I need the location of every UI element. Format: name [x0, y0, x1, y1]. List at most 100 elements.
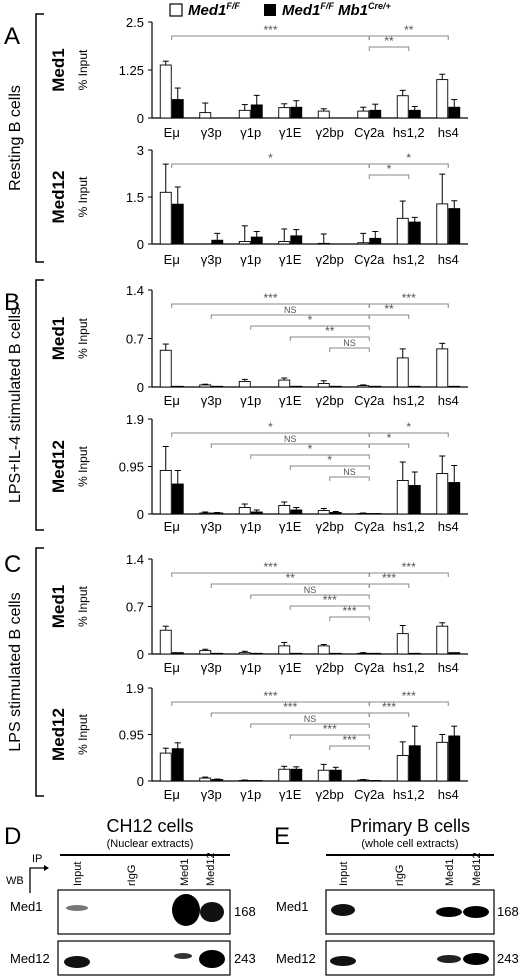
bar-ko — [211, 239, 224, 245]
bar-ctrl — [278, 768, 291, 782]
blot-e-subtitle: (whole cell extracts) — [361, 838, 458, 850]
lane-label: Med12 — [471, 852, 483, 886]
category-label: γ1p — [240, 393, 261, 408]
category-label: Cγ2a — [354, 660, 385, 675]
significance-label: * — [406, 420, 411, 434]
significance-bracket — [250, 723, 370, 728]
protein-label: Med1 — [49, 48, 68, 91]
category-label: γ2bp — [316, 393, 344, 408]
significance-bracket — [250, 325, 370, 330]
category-label: γ1p — [240, 787, 261, 802]
significance-bracket — [368, 46, 410, 51]
y-axis-label: % Input — [76, 176, 90, 217]
y-tick-label: 0 — [137, 111, 144, 126]
bar-ctrl — [238, 652, 251, 655]
category-label: hs1,2 — [393, 519, 425, 534]
bar-ko — [369, 237, 382, 245]
bar-ko — [448, 208, 461, 245]
bar-ko — [329, 652, 342, 655]
bar-ctrl — [396, 217, 409, 245]
bar-ctrl — [357, 385, 370, 388]
panel-letter-d: D — [4, 823, 21, 850]
bar-ctrl — [159, 629, 172, 655]
band — [172, 894, 200, 926]
bar-ko — [329, 512, 342, 515]
legend-swatch-ctrl — [169, 3, 183, 17]
significance-bracket — [250, 454, 370, 459]
bar-ctrl — [278, 379, 291, 388]
protein-label: Med1 — [49, 317, 68, 360]
blot-d-row-label-med12: Med12 — [10, 951, 50, 966]
significance-label: *** — [283, 700, 297, 714]
bar-ko — [369, 652, 382, 655]
y-tick-label: 1.4 — [126, 283, 144, 298]
bar-ctrl — [436, 473, 449, 515]
y-tick-label: 0 — [137, 237, 144, 252]
significance-bracket — [368, 163, 449, 168]
significance-bracket — [329, 616, 370, 621]
category-label: γ2bp — [316, 252, 344, 267]
ip-label: IP — [32, 853, 42, 865]
category-label: γ2bp — [316, 660, 344, 675]
bar-ko — [171, 385, 184, 388]
significance-label: * — [406, 151, 411, 165]
bar-ko — [211, 779, 224, 782]
bar-ko — [171, 652, 184, 655]
panel-letter-b: B — [4, 289, 20, 316]
category-label: γ3p — [201, 660, 222, 675]
y-tick-label: 0 — [137, 774, 144, 789]
bar-ctrl — [159, 191, 172, 245]
y-axis-label: % Input — [76, 49, 90, 90]
bar-ko — [408, 109, 421, 119]
section-bracket-a — [35, 13, 44, 263]
blot-e-mw-243: 243 — [497, 951, 519, 966]
bar-ctrl — [199, 650, 212, 655]
blot-e-row-label-med12: Med12 — [276, 951, 316, 966]
bar-ctrl — [278, 645, 291, 655]
bar-ctrl — [159, 470, 172, 515]
band — [436, 907, 462, 917]
bar-ctrl — [278, 107, 291, 119]
bar-ko — [250, 104, 263, 119]
category-label: hs1,2 — [393, 660, 425, 675]
significance-bracket — [250, 594, 370, 599]
chart-b-med1: Med1 % Input 1.4 0.7 0 Eμ γ3p γ1p γ1E γ2bp Cγ2a hs1… — [49, 283, 468, 408]
significance-label: *** — [263, 560, 277, 574]
significance-bracket — [289, 465, 370, 470]
bar-ctrl — [436, 625, 449, 655]
y-tick-label: 1.25 — [119, 63, 144, 78]
bar-ctrl — [159, 64, 172, 119]
bar-ko — [290, 652, 303, 655]
lane-label: Input — [338, 862, 350, 886]
blot-d-title: CH12 cells — [106, 816, 193, 836]
significance-label: NS — [343, 467, 356, 477]
band — [64, 956, 90, 968]
bar-charts: Med1 % Input 2.5 1.25 0 Eμ γ3p γ1p γ1E γ2bp Cγ2a hs… — [49, 15, 468, 802]
bar-ctrl — [436, 203, 449, 245]
blot-d-mw-168: 168 — [234, 904, 256, 919]
significance-label: *** — [263, 23, 277, 37]
significance-label: *** — [263, 689, 277, 703]
section-label-c: LPS stimulated B cells — [7, 592, 24, 751]
bar-ko — [171, 203, 184, 245]
bar-ctrl — [357, 779, 370, 782]
significance-bracket — [289, 734, 370, 739]
significance-bracket — [289, 336, 370, 341]
category-label: γ2bp — [316, 125, 344, 140]
significance-bracket — [368, 303, 449, 308]
bar-ctrl — [278, 505, 291, 515]
lane-label: Input — [72, 862, 84, 886]
ip-arrowhead-icon — [44, 865, 49, 871]
lane-label: Med1 — [444, 858, 456, 886]
y-tick-label: 0.7 — [126, 600, 144, 615]
bar-ko — [290, 235, 303, 245]
panel-letter-a: A — [4, 23, 20, 50]
category-label: γ1E — [279, 787, 302, 802]
category-label: γ2bp — [316, 787, 344, 802]
chart-c-med12: Med12 % Input 1.9 0.95 0 Eμ γ3p γ1p γ1E γ2bp Cγ2a h… — [49, 681, 468, 802]
significance-label: *** — [342, 733, 356, 747]
significance-bracket — [210, 443, 370, 448]
bar-ko — [448, 482, 461, 515]
band — [331, 904, 355, 916]
section-bracket-b — [35, 279, 44, 531]
